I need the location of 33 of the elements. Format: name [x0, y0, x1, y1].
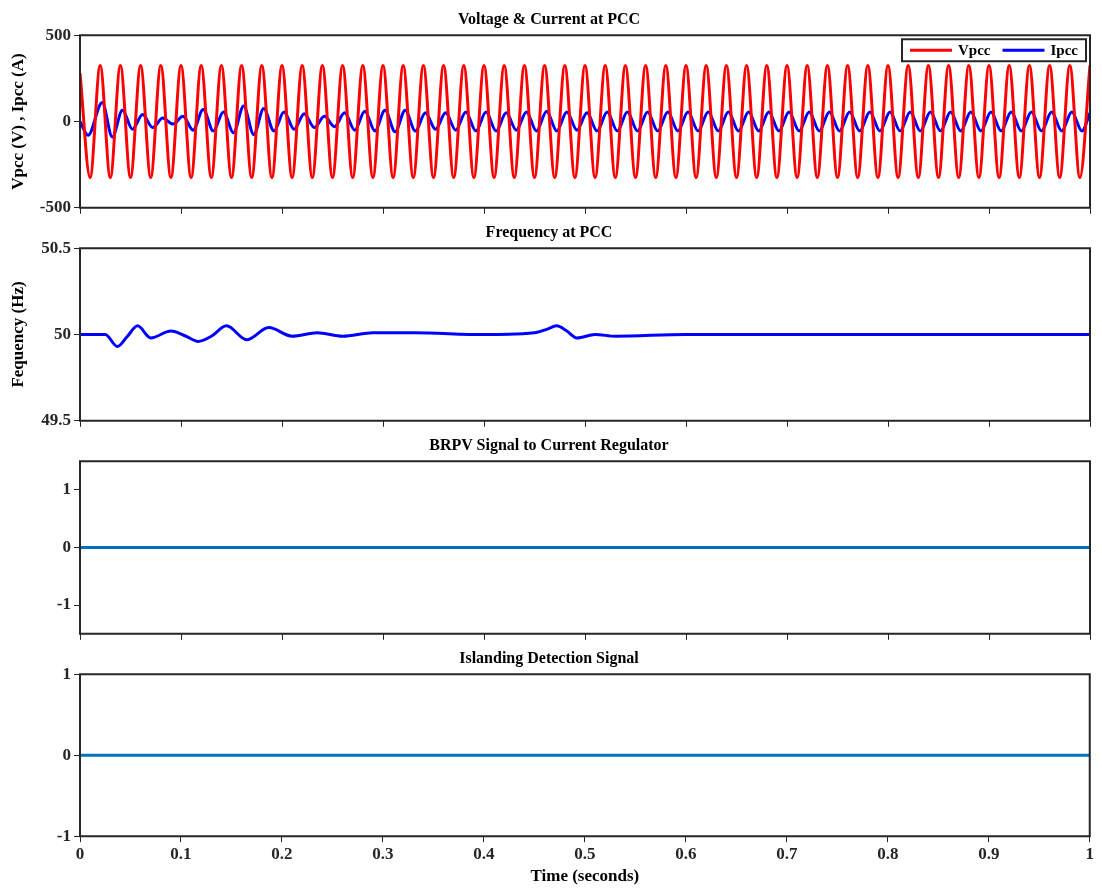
y-tick-label: -500 [39, 197, 71, 217]
y-tick-label: 500 [45, 24, 71, 44]
y-tick-label: -1 [56, 825, 71, 845]
x-tick-label: 0.8 [877, 843, 899, 863]
x-tick-label: 0.1 [170, 843, 192, 863]
x-tick-label: 0.6 [675, 843, 697, 863]
x-tick-label: 0.9 [978, 843, 1000, 863]
y-tick-label: 50 [54, 323, 71, 343]
legend-label: Vpcc [958, 42, 991, 59]
x-tick-label: 0.3 [372, 843, 394, 863]
y-tick-label: 1 [62, 479, 71, 499]
y-tick-label: 0 [62, 744, 71, 764]
y-tick-label: 50.5 [41, 237, 71, 257]
chart-title: Islanding Detection Signal [459, 648, 640, 667]
line-series [80, 324, 1090, 349]
legend-label: Ipcc [1050, 42, 1079, 59]
y-tick-label: 1 [62, 663, 71, 683]
chart-title: BRPV Signal to Current Regulator [429, 435, 669, 454]
y-axis-title: Vpcc (V) , Ipcc (A) [7, 53, 27, 190]
x-tick-label: 0.4 [473, 843, 496, 863]
x-tick-label: 0.5 [574, 843, 596, 863]
x-axis-title: Time (seconds) [530, 866, 640, 886]
x-tick-label: 0.7 [776, 843, 798, 863]
y-tick-label: 0 [62, 536, 71, 556]
y-tick-label: 0 [62, 110, 71, 130]
chart-title: Frequency at PCC [485, 222, 613, 241]
y-tick-label: 49.5 [41, 410, 71, 430]
chart-title: Voltage & Current at PCC [457, 9, 641, 28]
x-tick-label: 0 [75, 843, 85, 863]
x-tick-label: 1 [1085, 843, 1094, 863]
y-axis-title: Fequency (Hz) [7, 281, 27, 388]
y-tick-label: -1 [56, 594, 71, 614]
x-tick-label: 0.2 [271, 843, 293, 863]
